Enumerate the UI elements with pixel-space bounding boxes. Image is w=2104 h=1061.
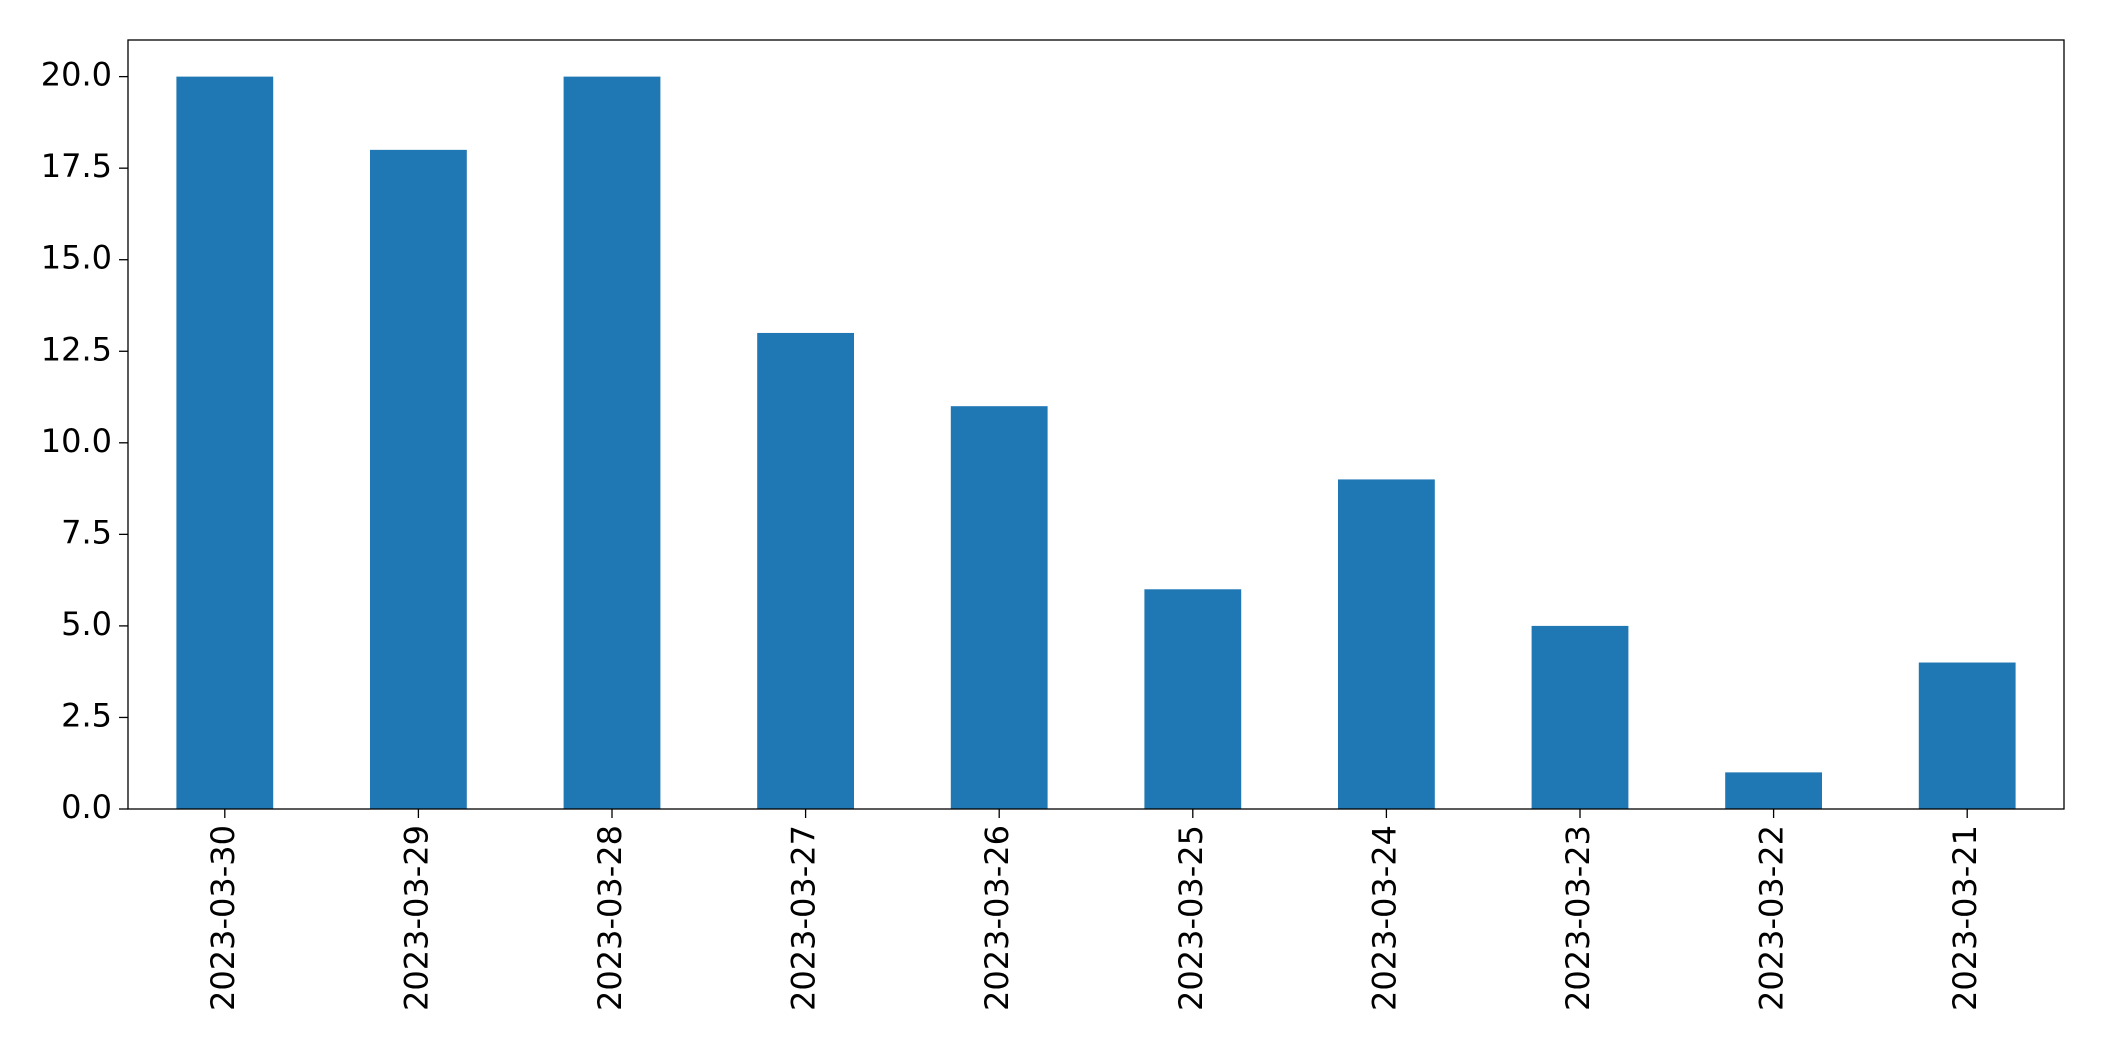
bar — [1725, 772, 1822, 809]
bar — [176, 76, 274, 810]
bar — [370, 149, 467, 809]
x-tick-label: 2023-03-29 — [397, 825, 435, 1011]
x-tick-label: 2023-03-21 — [1946, 825, 1984, 1011]
plot-frame — [127, 39, 2065, 810]
y-tick-label: 15.0 — [41, 239, 112, 277]
bar — [1144, 589, 1242, 809]
x-tick-label: 2023-03-27 — [785, 825, 823, 1011]
x-tick-label: 2023-03-22 — [1753, 825, 1791, 1011]
x-tick-label: 2023-03-26 — [978, 825, 1016, 1011]
bar — [757, 332, 854, 809]
bar — [1918, 662, 2016, 809]
x-tick-label: 2023-03-30 — [204, 825, 242, 1011]
x-tick-label: 2023-03-28 — [591, 825, 629, 1011]
y-tick-label: 10.0 — [41, 422, 112, 460]
y-tick-label: 0.0 — [61, 788, 112, 826]
y-tick-label: 20.0 — [41, 56, 112, 94]
y-tick-label: 7.5 — [61, 513, 112, 551]
y-tick-label: 12.5 — [41, 330, 112, 368]
x-tick-label: 2023-03-25 — [1172, 825, 1210, 1011]
bar — [950, 406, 1048, 809]
bar — [1531, 625, 1629, 809]
bar — [1338, 479, 1435, 809]
x-tick-label: 2023-03-24 — [1365, 825, 1403, 1011]
y-tick-label: 5.0 — [61, 605, 112, 643]
x-tick-label: 2023-03-23 — [1559, 825, 1597, 1011]
y-tick-label: 17.5 — [41, 147, 112, 185]
bar — [563, 76, 661, 810]
y-tick-label: 2.5 — [61, 696, 112, 734]
